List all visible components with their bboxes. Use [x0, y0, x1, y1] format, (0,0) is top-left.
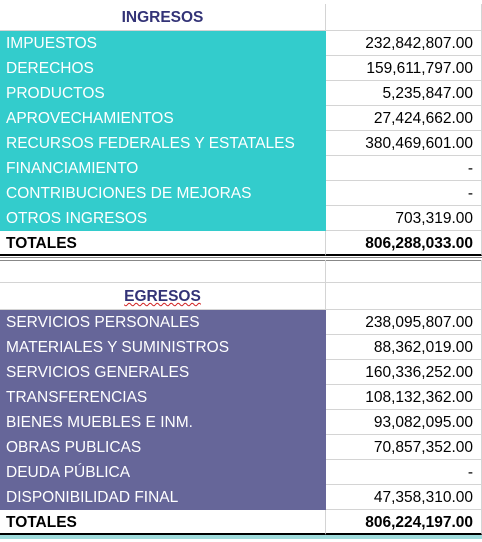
bottom-line [0, 535, 482, 539]
row-value: - [326, 181, 482, 206]
row-value: 380,469,601.00 [326, 131, 482, 156]
row-value: - [326, 460, 482, 485]
empty-cell [0, 260, 326, 283]
row-label: RECURSOS FEDERALES Y ESTATALES [0, 131, 326, 156]
row-label: APROVECHAMIENTOS [0, 106, 326, 131]
row-value: 88,362,019.00 [326, 335, 482, 360]
row-value: 108,132,362.00 [326, 385, 482, 410]
row-label: CONTRIBUCIONES DE MEJORAS [0, 181, 326, 206]
row-label: OTROS INGRESOS [0, 206, 326, 231]
row-label: PRODUCTOS [0, 81, 326, 106]
row-value: 93,082,095.00 [326, 410, 482, 435]
row-label: DEUDA PÚBLICA [0, 460, 326, 485]
row-value: 47,358,310.00 [326, 485, 482, 510]
row-label: FINANCIAMIENTO [0, 156, 326, 181]
total-label: TOTALES [0, 231, 326, 256]
double-line [0, 257, 482, 261]
row-label: DISPONIBILIDAD FINAL [0, 485, 326, 510]
row-value: 238,095,807.00 [326, 310, 482, 335]
total-value: 806,224,197.00 [326, 510, 482, 535]
row-label: SERVICIOS GENERALES [0, 360, 326, 385]
section-title: INGRESOS [0, 4, 326, 31]
empty-cell [326, 283, 482, 310]
row-label: SERVICIOS PERSONALES [0, 310, 326, 335]
row-value: 160,336,252.00 [326, 360, 482, 385]
empty-cell [326, 260, 482, 283]
row-value: 159,611,797.00 [326, 56, 482, 81]
row-value: 70,857,352.00 [326, 435, 482, 460]
total-label: TOTALES [0, 510, 326, 535]
empty-cell [326, 4, 482, 31]
row-value: - [326, 156, 482, 181]
row-value: 232,842,807.00 [326, 31, 482, 56]
row-label: MATERIALES Y SUMINISTROS [0, 335, 326, 360]
row-label: BIENES MUEBLES E INM. [0, 410, 326, 435]
row-label: TRANSFERENCIAS [0, 385, 326, 410]
row-label: DERECHOS [0, 56, 326, 81]
row-label: IMPUESTOS [0, 31, 326, 56]
row-label: OBRAS PUBLICAS [0, 435, 326, 460]
row-value: 27,424,662.00 [326, 106, 482, 131]
section-title: EGRESOS [0, 283, 326, 310]
row-value: 703,319.00 [326, 206, 482, 231]
total-value: 806,288,033.00 [326, 231, 482, 256]
row-value: 5,235,847.00 [326, 81, 482, 106]
